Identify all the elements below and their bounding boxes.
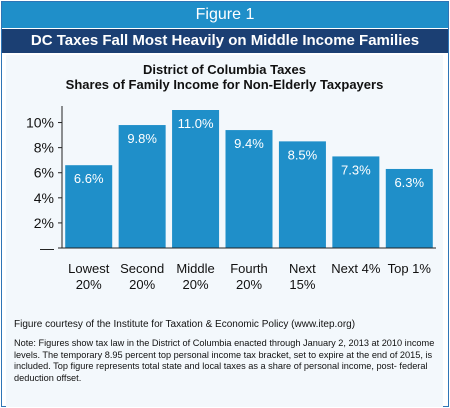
x-category-label: Top 1% <box>388 261 432 276</box>
x-category-label: Second <box>120 261 164 276</box>
bar <box>65 165 113 248</box>
x-category-label: Fourth <box>230 261 268 276</box>
bar-value-label: 7.3% <box>341 162 371 177</box>
bar-value-label: 9.4% <box>234 136 264 151</box>
bar-value-label: 11.0% <box>178 116 214 131</box>
bar-value-label: 6.3% <box>394 175 424 190</box>
x-category-label: 20% <box>236 277 262 292</box>
bar-value-label: 9.8% <box>127 131 157 146</box>
x-category-label: 20% <box>129 277 155 292</box>
bar-value-label: 8.5% <box>288 147 318 162</box>
x-category-label: Next 4% <box>331 261 381 276</box>
bar-chart: —2%4%6%8%10%6.6%Lowest20%9.8%Second20%11… <box>26 106 436 292</box>
chart-subtitle: Shares of Family Income for Non-Elderly … <box>65 77 384 92</box>
x-category-label: Middle <box>176 261 214 276</box>
chart-panel: District of Columbia Taxes Shares of Fam… <box>6 55 443 407</box>
x-category-label: 15% <box>289 277 315 292</box>
x-category-label: 20% <box>76 277 102 292</box>
y-tick-label: 6% <box>34 165 54 181</box>
bar <box>385 168 433 248</box>
y-tick-label: 4% <box>34 190 54 206</box>
bar-value-label: 6.6% <box>74 171 104 186</box>
bar <box>225 130 273 248</box>
note-text: Note: Figures show tax law in the Distri… <box>14 338 435 383</box>
bar <box>172 110 220 248</box>
bar <box>278 141 326 248</box>
x-category-label: 20% <box>183 277 209 292</box>
figure-label: Figure 1 <box>2 2 448 28</box>
chart-title: District of Columbia Taxes <box>142 62 306 77</box>
figure-title: DC Taxes Fall Most Heavily on Middle Inc… <box>2 29 448 53</box>
y-tick-label: 2% <box>34 215 54 231</box>
y-tick-label: — <box>40 240 54 256</box>
y-tick-label: 8% <box>34 140 54 156</box>
courtesy-text: Figure courtesy of the Institute for Tax… <box>14 319 356 330</box>
x-category-label: Next <box>289 261 316 276</box>
bar <box>118 125 166 248</box>
bar <box>332 156 380 248</box>
x-category-label: Lowest <box>68 261 110 276</box>
y-tick-label: 10% <box>26 115 54 131</box>
